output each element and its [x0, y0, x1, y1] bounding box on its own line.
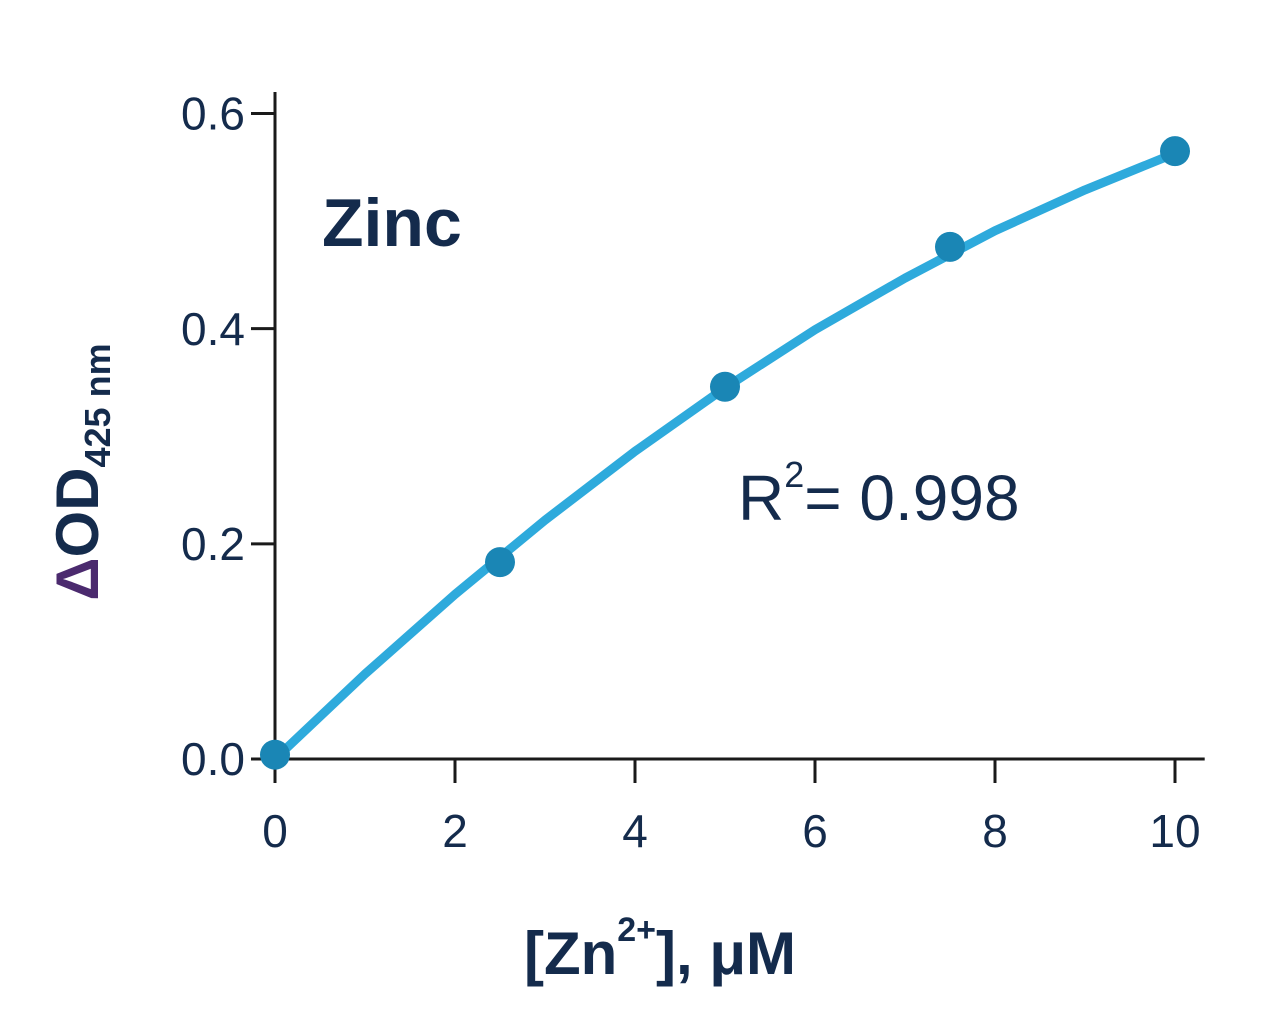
y-tick-label: 0.6: [181, 88, 245, 140]
x-tick-label: 2: [442, 805, 468, 857]
data-point: [935, 231, 965, 262]
y-axis-label: ΔOD425 nm: [44, 343, 118, 600]
x-label-superscript: 2+: [617, 911, 656, 949]
y-label-symbol: Δ: [44, 557, 111, 600]
data-point: [710, 371, 740, 402]
data-point: [1160, 136, 1190, 167]
x-axis-label: [Zn2+], μM: [524, 911, 796, 987]
data-point: [485, 547, 515, 578]
x-tick-label: 8: [982, 805, 1008, 857]
annotation: R2= 0.998: [738, 454, 1020, 534]
x-tick-label: 4: [622, 805, 648, 857]
x-tick-label: 0: [262, 805, 288, 857]
x-label-open: [Zn: [524, 920, 617, 987]
x-tick-label: 6: [802, 805, 828, 857]
y-tick-label: 0.2: [181, 518, 245, 570]
y-tick-label: 0.0: [181, 733, 245, 785]
x-tick-label: 10: [1149, 805, 1200, 857]
annotation-text: R: [738, 462, 784, 534]
y-label-text: OD: [44, 467, 111, 557]
chart-title: Zinc: [322, 185, 462, 261]
y-label-subscript: 425 nm: [77, 343, 118, 467]
y-tick-label: 0.4: [181, 303, 245, 355]
annotation-rest: = 0.998: [804, 462, 1019, 534]
data-point: [260, 739, 290, 770]
annotation-superscript: 2: [784, 454, 804, 495]
x-label-close: ], μM: [656, 920, 796, 987]
